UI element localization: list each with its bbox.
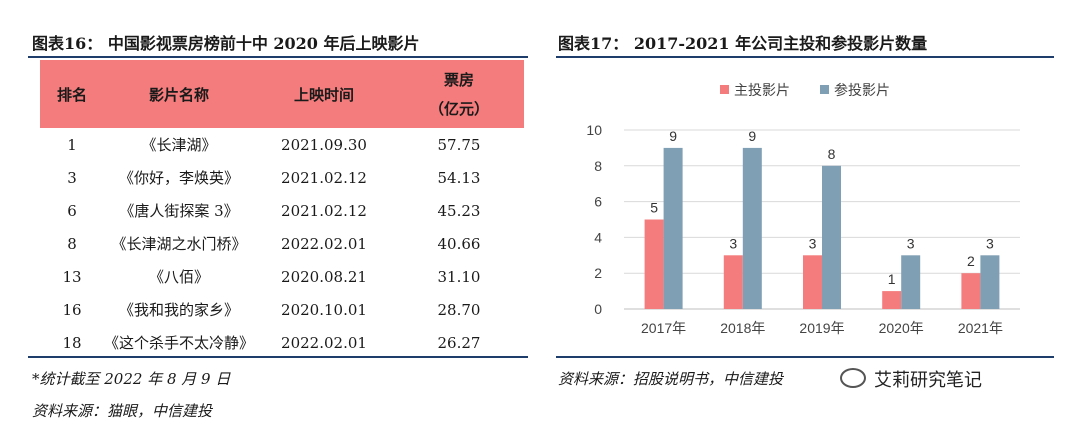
box-office-cell: 31.10 [437,267,481,286]
data-label: 5 [650,200,658,216]
data-label: 9 [669,128,677,144]
bar-lead [882,291,902,309]
release-date-cell: 2021.02.12 [281,201,367,220]
legend-swatch [720,85,729,94]
film-name-cell: 《八佰》 [148,268,209,286]
rank-cell: 3 [67,168,77,187]
box-office-cell: 40.66 [437,234,481,253]
bar-chart: 0246810592017年392018年382019年132020年23202… [586,82,1020,336]
header-box-office-line1: 票房 [443,71,474,89]
table-row: 13 《八佰》 2020.08.21 31.10 [40,260,524,293]
x-tick-label: 2018年 [720,320,765,336]
data-label: 9 [748,128,756,144]
data-label: 2 [967,253,975,269]
footnote: *统计截至 2022 年 8 月 9 日 [32,370,231,388]
legend-swatch [820,85,829,94]
bar-participating [663,147,683,309]
chart-source: 资料来源：招股说明书，中信建投 [558,370,784,388]
box-office-cell: 28.70 [437,300,481,319]
bar-participating [980,255,1000,309]
data-label: 8 [828,146,836,162]
x-tick-label: 2017年 [641,320,686,336]
bar-lead [961,273,981,309]
release-date-cell: 2021.09.30 [281,135,367,154]
header-film: 影片名称 [104,60,254,128]
chart-title-rule [556,56,1054,58]
box-office-cell: 26.27 [437,333,481,352]
box-office-table: 排名 影片名称 上映时间 票房 （亿元） 1 《长津湖》 2021.09.30 57.… [40,60,524,359]
bar-participating [742,147,762,309]
table-title: 图表16： 中国影视票房榜前十中 2020 年后上映影片 [32,34,420,53]
data-label: 3 [809,235,817,251]
watermark-text: 艾莉研究笔记 [874,370,982,391]
rank-cell: 6 [67,201,77,220]
header-box-office: 票房 （亿元） [394,60,524,128]
table-row: 8 《长津湖之水门桥》 2022.02.01 40.66 [40,227,524,260]
rank-cell: 16 [62,300,82,319]
header-date: 上映时间 [254,60,394,128]
table-row: 16 《我和我的家乡》 2020.10.01 28.70 [40,293,524,326]
release-date-cell: 2022.02.01 [281,234,367,253]
box-office-cell: 57.75 [437,135,481,154]
y-tick-label: 8 [594,158,602,174]
x-tick-label: 2019年 [799,320,844,336]
table-header-row: 排名 影片名称 上映时间 票房 （亿元） [40,60,524,128]
rank-cell: 18 [62,333,82,352]
bar-lead [723,255,743,309]
release-date-cell: 2020.10.01 [281,300,367,319]
data-label: 1 [888,271,896,287]
table-bottom-rule [28,356,528,358]
y-tick-label: 2 [594,265,602,281]
rank-cell: 13 [62,267,82,286]
data-label: 3 [907,235,915,251]
box-office-cell: 54.13 [437,168,481,187]
rank-cell: 1 [67,135,77,154]
table-row: 3 《你好，李焕英》 2021.02.12 54.13 [40,161,524,194]
release-date-cell: 2021.02.12 [281,168,367,187]
y-tick-label: 10 [586,122,602,138]
header-box-office-line2: （亿元） [428,100,489,118]
header-rank: 排名 [40,60,104,128]
table-row: 1 《长津湖》 2021.09.30 57.75 [40,128,524,161]
data-label: 3 [729,235,737,251]
y-tick-label: 0 [594,301,602,317]
y-tick-label: 6 [594,194,602,210]
y-tick-label: 4 [594,229,602,245]
bar-participating [901,255,921,309]
legend-label: 参投影片 [834,82,890,98]
release-date-cell: 2020.08.21 [281,267,367,286]
box-office-cell: 45.23 [437,201,481,220]
table-row: 6 《唐人街探案 3》 2021.02.12 45.23 [40,194,524,227]
film-name-cell: 《长津湖之水门桥》 [111,235,247,253]
table-row: 18 《这个杀手不太冷静》 2022.02.01 26.27 [40,326,524,359]
film-name-cell: 《长津湖》 [141,136,217,154]
table-title-rule [28,56,528,58]
rank-cell: 8 [67,234,77,253]
release-date-cell: 2022.02.01 [281,333,367,352]
bar-participating [822,165,841,309]
film-name-cell: 《你好，李焕英》 [118,169,239,187]
chart-bottom-rule [556,356,1054,358]
x-tick-label: 2021年 [958,320,1003,336]
film-name-cell: 《我和我的家乡》 [118,301,239,319]
legend-label: 主投影片 [734,82,790,98]
data-label: 3 [986,235,994,251]
wechat-icon [840,368,866,388]
chart-title: 图表17： 2017-2021 年公司主投和参投影片数量 [558,34,928,53]
x-tick-label: 2020年 [879,320,924,336]
bar-lead [644,219,664,309]
film-name-cell: 《唐人街探案 3》 [119,202,239,220]
watermark: 艾莉研究笔记 [840,366,982,392]
table-source: 资料来源：猫眼，中信建投 [32,402,213,420]
bar-lead [803,255,822,309]
film-name-cell: 《这个杀手不太冷静》 [104,334,255,352]
